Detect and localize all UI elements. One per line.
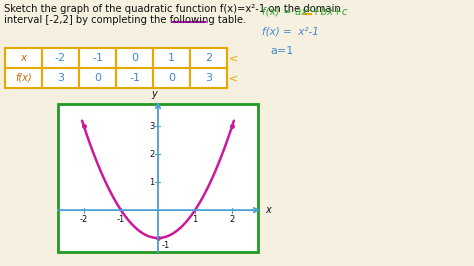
Bar [190,48,227,68]
Text: -2: -2 [55,53,66,63]
Bar [42,48,79,68]
Text: -1: -1 [117,215,125,224]
Text: x: x [265,205,271,215]
Text: -1: -1 [92,53,103,63]
Bar [58,104,258,252]
Text: Sketch the graph of the quadratic function f(x)=x²-1 on the domain: Sketch the graph of the quadratic functi… [4,4,341,14]
Text: x: x [20,53,27,63]
Text: <: < [229,73,238,83]
Bar [42,68,79,88]
Text: 3: 3 [57,73,64,83]
Bar [116,68,153,88]
Text: 3: 3 [149,122,155,131]
Text: -1: -1 [129,73,140,83]
Text: 1: 1 [168,53,175,63]
Bar [190,68,227,88]
Text: 1: 1 [192,215,198,224]
Text: 0: 0 [94,73,101,83]
Text: a=1: a=1 [270,46,293,56]
Text: -2: -2 [80,215,88,224]
Text: -1: -1 [162,241,170,250]
Text: 2: 2 [149,150,155,159]
Text: 2: 2 [229,215,235,224]
Text: 2: 2 [205,53,212,63]
Text: f(x) =  x²-1: f(x) = x²-1 [262,26,319,36]
Text: f(x): f(x) [15,73,32,83]
Bar [79,68,116,88]
Text: interval [-2,2] by completing the following table.: interval [-2,2] by completing the follow… [4,15,246,25]
Bar [5,68,42,88]
Text: f(x) = ax²+bx+c: f(x) = ax²+bx+c [262,7,347,17]
Bar [5,48,42,68]
Bar [116,48,153,68]
Text: y: y [151,89,157,99]
Bar [153,48,190,68]
Text: 0: 0 [168,73,175,83]
Text: 3: 3 [205,73,212,83]
Bar [79,48,116,68]
Text: 1: 1 [149,178,155,187]
Bar [153,68,190,88]
Text: 0: 0 [131,53,138,63]
Text: <: < [229,53,238,63]
